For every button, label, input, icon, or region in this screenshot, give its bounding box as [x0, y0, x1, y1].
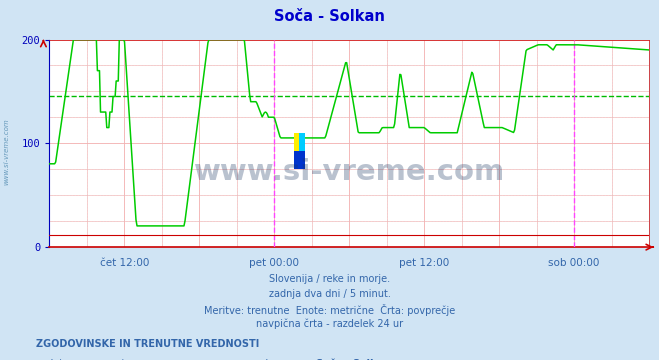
Bar: [299, 133, 305, 151]
Text: Soča - Solkan: Soča - Solkan: [316, 359, 390, 360]
Text: sedaj:: sedaj:: [36, 359, 65, 360]
Text: Slovenija / reke in morje.: Slovenija / reke in morje.: [269, 274, 390, 284]
Text: povpr.:: povpr.:: [181, 359, 215, 360]
Text: min.:: min.:: [112, 359, 137, 360]
Text: čet 12:00: čet 12:00: [100, 258, 149, 268]
Text: www.si-vreme.com: www.si-vreme.com: [194, 158, 505, 186]
Text: navpična črta - razdelek 24 ur: navpična črta - razdelek 24 ur: [256, 319, 403, 329]
Bar: [294, 133, 299, 151]
Text: maks.:: maks.:: [250, 359, 283, 360]
Bar: [294, 151, 305, 169]
Text: Meritve: trenutne  Enote: metrične  Črta: povprečje: Meritve: trenutne Enote: metrične Črta: …: [204, 304, 455, 316]
Text: zadnja dva dni / 5 minut.: zadnja dva dni / 5 minut.: [269, 289, 390, 299]
Text: sob 00:00: sob 00:00: [548, 258, 600, 268]
Text: www.si-vreme.com: www.si-vreme.com: [3, 118, 10, 185]
Text: Soča - Solkan: Soča - Solkan: [274, 9, 385, 24]
Text: ZGODOVINSKE IN TRENUTNE VREDNOSTI: ZGODOVINSKE IN TRENUTNE VREDNOSTI: [36, 339, 260, 350]
Text: pet 12:00: pet 12:00: [399, 258, 449, 268]
Text: pet 00:00: pet 00:00: [249, 258, 299, 268]
